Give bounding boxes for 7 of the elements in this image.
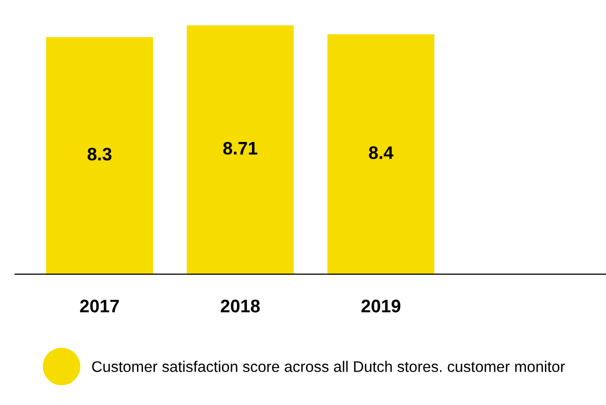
data-label: 8.71 bbox=[223, 142, 258, 155]
data-label: 8.3 bbox=[88, 148, 112, 161]
x-tick-label: 2017 bbox=[80, 300, 119, 312]
x-tick-label: 2018 bbox=[220, 300, 260, 312]
data-label: 8.4 bbox=[368, 146, 394, 160]
legend-label: Customer satisfaction score across all Dutch stores. customer monitor bbox=[92, 360, 565, 372]
x-tick-label: 2019 bbox=[361, 300, 400, 312]
